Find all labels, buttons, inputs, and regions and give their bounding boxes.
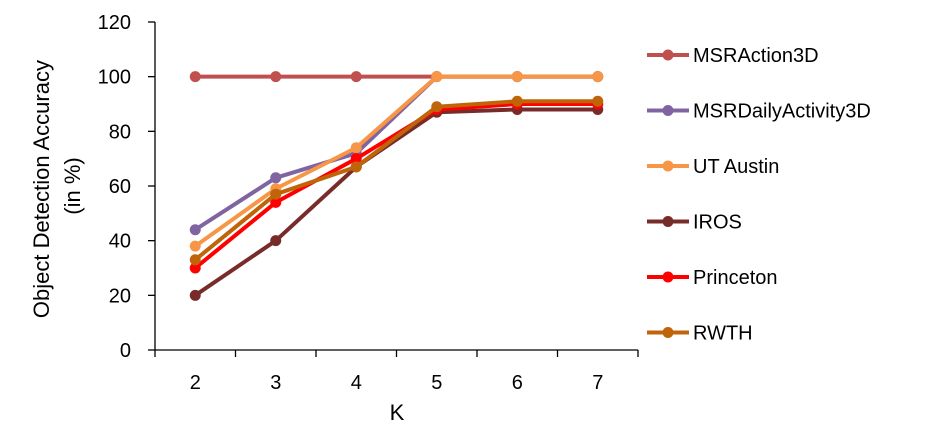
data-point	[189, 224, 201, 236]
y-axis-title-line-2: (in %)	[60, 157, 85, 214]
legend-label: MSRAction3D	[693, 45, 819, 67]
data-point	[511, 95, 523, 107]
x-tick-label: 5	[431, 372, 442, 394]
legend: MSRAction3D MSRDailyActivity3D UT Austin IR…	[647, 45, 871, 345]
data-point	[350, 71, 362, 83]
legend-swatch-marker	[662, 216, 674, 227]
series-line	[193, 74, 600, 249]
legend-label: Princeton	[693, 267, 778, 289]
y-tick-label: 120	[98, 12, 131, 34]
legend-label: UT Austin	[693, 156, 779, 178]
data-point	[431, 71, 443, 83]
x-tick-label: 3	[270, 372, 281, 394]
data-point	[270, 188, 282, 200]
legend-swatch-marker	[662, 49, 674, 61]
data-point	[350, 153, 362, 165]
legend-swatch-marker	[662, 160, 674, 172]
legend-item: RWTH	[647, 323, 753, 345]
y-tick-label: 0	[120, 340, 131, 362]
data-point	[592, 71, 604, 83]
series-rwth	[189, 95, 604, 266]
data-point	[592, 95, 604, 107]
legend-label: MSRDailyActivity3D	[693, 101, 871, 123]
data-point	[511, 71, 523, 83]
data-point	[270, 71, 282, 83]
legend-swatch-marker	[662, 271, 674, 283]
series-line	[193, 102, 600, 270]
legend-item: Princeton	[647, 267, 778, 289]
data-point	[270, 235, 282, 247]
legend-item: IROS	[647, 212, 742, 234]
data-point	[350, 142, 362, 154]
y-axis: 0 20 40 60 80 100 120	[98, 12, 156, 362]
series-line	[193, 107, 600, 298]
data-point	[189, 254, 201, 266]
legend-item: MSRDailyActivity3D	[647, 101, 871, 123]
data-point	[350, 161, 362, 173]
data-point	[189, 262, 201, 274]
x-tick-label: 4	[351, 372, 362, 394]
x-tick-label: 7	[592, 372, 603, 394]
legend-label: IROS	[693, 212, 742, 234]
x-axis-title: K	[390, 400, 405, 425]
data-point	[189, 71, 201, 83]
legend-swatch-marker	[662, 327, 674, 338]
legend-label: RWTH	[693, 323, 753, 345]
legend-item: UT Austin	[647, 156, 779, 178]
data-point	[431, 101, 443, 113]
x-tick-label: 6	[512, 372, 523, 394]
y-tick-label: 60	[109, 176, 131, 198]
x-axis: 2 3 4 5 6 7	[154, 349, 639, 394]
y-axis-title-line-1: Object Detection Accuracy	[29, 60, 54, 318]
legend-item: MSRAction3D	[647, 45, 819, 67]
data-point	[270, 196, 282, 208]
y-axis-title: Object Detection Accuracy (in %)	[29, 54, 85, 318]
data-point	[189, 289, 201, 301]
series-msrdailyactivity3d	[189, 71, 604, 236]
data-point	[189, 240, 201, 252]
y-tick-label: 80	[109, 121, 131, 143]
y-tick-label: 40	[109, 231, 131, 253]
legend-swatch-marker	[662, 105, 674, 116]
series-line	[193, 99, 600, 262]
x-tick-label: 2	[190, 372, 201, 394]
series-princeton	[189, 98, 604, 274]
y-tick-label: 100	[98, 67, 131, 89]
series-ut-austin	[189, 71, 604, 252]
data-point	[270, 172, 282, 184]
series-layer	[189, 71, 604, 301]
y-tick-label: 20	[109, 285, 131, 307]
